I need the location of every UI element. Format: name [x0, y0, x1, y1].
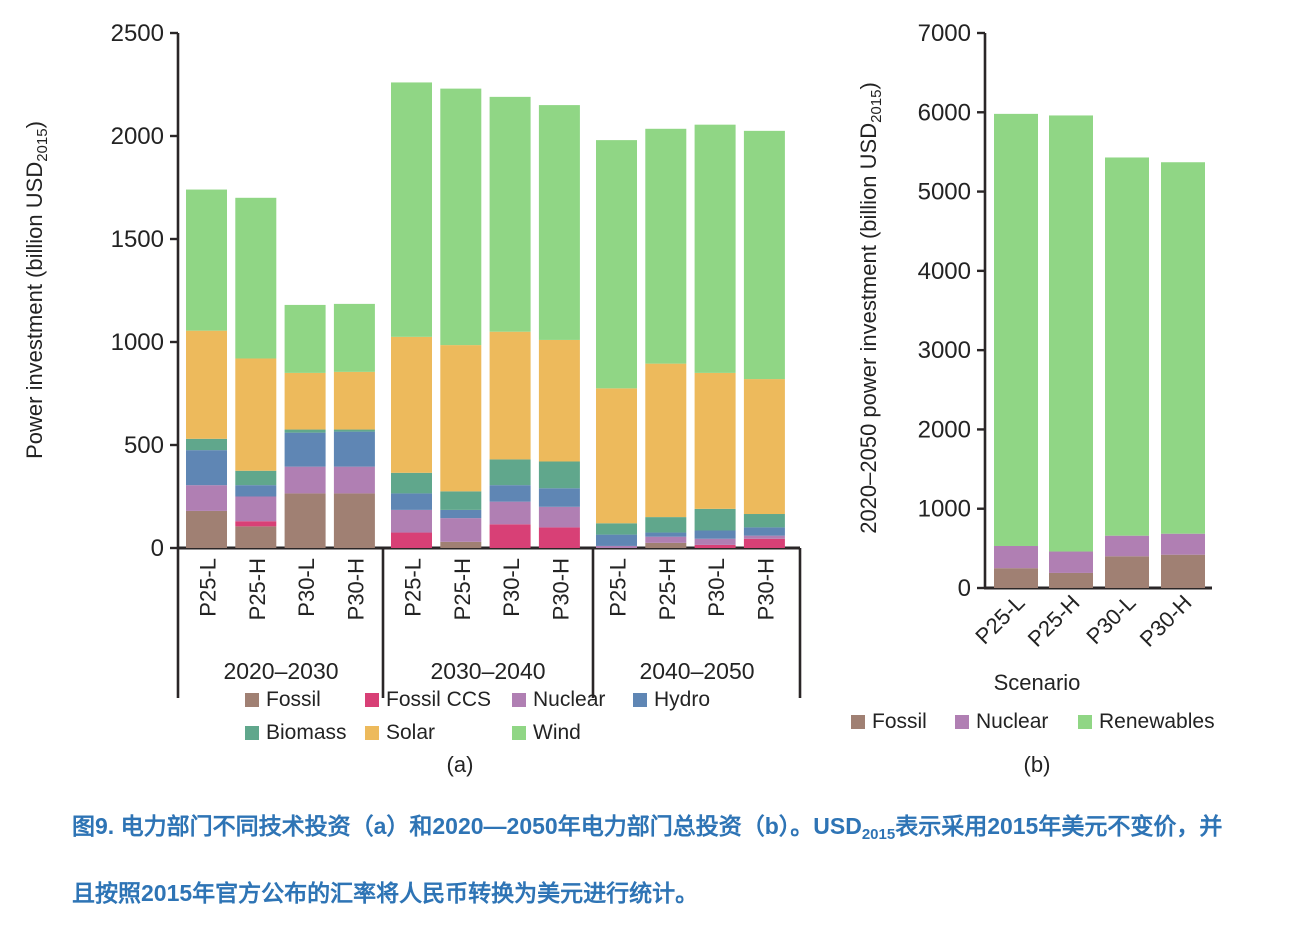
svg-text:P30-L: P30-L	[1081, 590, 1140, 649]
svg-text:1000: 1000	[918, 496, 971, 523]
legend-item-solar: Solar	[365, 721, 435, 745]
nuclear-swatch-icon	[512, 693, 526, 707]
figure-caption: 图9. 电力部门不同技术投资（a）和2020—2050年电力部门总投资（b）。U…	[72, 797, 1227, 922]
chart-a-group-label-3: 2040–2050	[639, 658, 755, 684]
legend-item-hydro: Hydro	[633, 688, 710, 712]
svg-text:P25-H: P25-H	[1023, 590, 1085, 652]
wind-swatch-icon	[512, 726, 526, 740]
legend-item-fossil: Fossil	[245, 688, 321, 712]
caption-text-after-subscript: 表示采用2015年美元不变价，并且按照2015年官方公布的汇率将人民币转换为美元…	[72, 813, 1223, 906]
svg-text:0: 0	[151, 535, 164, 562]
legend-label-b-renewables: Renewables	[1099, 710, 1215, 733]
legend-label-hydro: Hydro	[654, 688, 711, 711]
hydro-swatch-icon	[633, 693, 647, 707]
chart-a-group-label-1: 2020–2030	[223, 658, 339, 684]
fossil-ccs-swatch-icon	[365, 693, 379, 707]
chart-a-sublabel: (a)	[446, 752, 474, 777]
svg-text:7000: 7000	[918, 20, 971, 47]
legend-item-b-nuclear: Nuclear	[955, 710, 1048, 734]
svg-text:1500: 1500	[111, 226, 164, 253]
legend-label-fossil: Fossil	[266, 688, 321, 711]
svg-text:2000: 2000	[111, 123, 164, 150]
chart-a-plot: 0 500 1000 1500 2000 2500 P25-L P25-H P30-L P30-H…	[22, 20, 802, 698]
solar-swatch-icon	[365, 726, 379, 740]
svg-text:P25-L: P25-L	[196, 558, 221, 617]
chart-b-sublabel: (b)	[1023, 752, 1051, 777]
legend-label-b-fossil: Fossil	[872, 710, 927, 733]
legend-item-b-fossil: Fossil	[851, 710, 927, 734]
legend-item-wind: Wind	[512, 721, 581, 745]
svg-text:P25-L: P25-L	[606, 558, 631, 617]
legend-label-solar: Solar	[386, 721, 436, 744]
svg-text:P25-L: P25-L	[401, 558, 426, 617]
legend-label-nuclear: Nuclear	[533, 688, 606, 711]
svg-text:P30-H: P30-H	[1135, 590, 1197, 652]
svg-text:P25-H: P25-H	[450, 558, 475, 620]
legend-label-fossil-ccs: Fossil CCS	[386, 688, 492, 711]
svg-text:3000: 3000	[918, 337, 971, 364]
svg-text:500: 500	[124, 432, 164, 459]
svg-text:2020–2050 power investment (b: 2020–2050 power investment (billion USD2…	[856, 82, 885, 534]
svg-text:1000: 1000	[111, 329, 164, 356]
svg-text:4000: 4000	[918, 258, 971, 285]
svg-text:2000: 2000	[918, 416, 971, 443]
svg-text:5000: 5000	[918, 179, 971, 206]
renewables-swatch-icon	[1078, 715, 1092, 729]
svg-text:P30-H: P30-H	[548, 558, 573, 620]
legend-label-biomass: Biomass	[266, 721, 347, 744]
svg-text:P30-H: P30-H	[753, 558, 778, 620]
svg-text:P25-H: P25-H	[245, 558, 270, 620]
fossil-swatch-icon	[851, 715, 865, 729]
svg-text:P30-L: P30-L	[704, 558, 729, 617]
biomass-swatch-icon	[245, 726, 259, 740]
chart-a-group-label-2: 2030–2040	[430, 658, 546, 684]
svg-text:P30-L: P30-L	[294, 558, 319, 617]
svg-text:0: 0	[958, 575, 971, 602]
legend-label-wind: Wind	[533, 721, 581, 744]
svg-text:P30-L: P30-L	[499, 558, 524, 617]
fossil-swatch-icon	[245, 693, 259, 707]
svg-text:6000: 6000	[918, 99, 971, 126]
legend-label-b-nuclear: Nuclear	[976, 710, 1049, 733]
svg-text:2500: 2500	[111, 20, 164, 47]
legend-item-b-renewables: Renewables	[1078, 710, 1215, 734]
caption-usd-subscript: 2015	[861, 826, 896, 843]
legend-item-nuclear: Nuclear	[512, 688, 605, 712]
nuclear-swatch-icon	[955, 715, 969, 729]
legend-item-fossil-ccs: Fossil CCS	[365, 688, 491, 712]
legend-item-biomass: Biomass	[245, 721, 347, 745]
svg-text:P25-H: P25-H	[655, 558, 680, 620]
svg-text:P25-L: P25-L	[970, 590, 1029, 649]
svg-text:P30-H: P30-H	[343, 558, 368, 620]
chart-b-xaxis-title: Scenario	[993, 670, 1081, 695]
caption-text-before-subscript: 图9. 电力部门不同技术投资（a）和2020—2050年电力部门总投资（b）。U…	[72, 813, 862, 839]
svg-text:Power investment (billion USD2: Power investment (billion USD2015)	[22, 121, 51, 459]
chart-b-plot: 01000200030004000500060007000P25-LP25-HP…	[856, 20, 1212, 652]
